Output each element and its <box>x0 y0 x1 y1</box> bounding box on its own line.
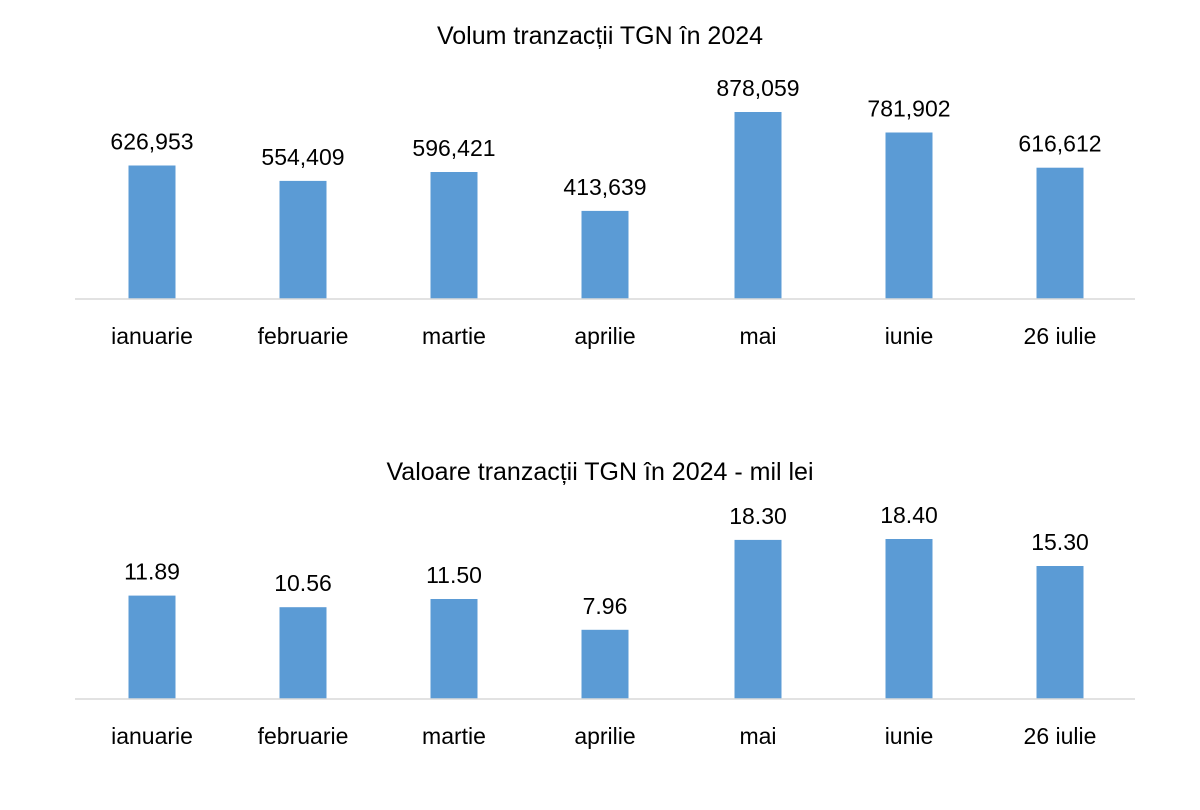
data-label: 596,421 <box>412 135 495 161</box>
data-label: 10.56 <box>274 570 332 596</box>
data-label: 413,639 <box>563 174 646 200</box>
category-label: ianuarie <box>111 723 193 749</box>
category-label: februarie <box>258 323 349 349</box>
bar-martie <box>430 172 478 299</box>
bar-iunie <box>885 539 933 699</box>
bar-26-iulie <box>1036 566 1084 699</box>
volume-chart: Volum tranzacții TGN în 2024 626,953 ianu… <box>75 22 1135 349</box>
bar-mai <box>734 539 782 699</box>
bar-februarie <box>279 180 327 299</box>
bar-aprilie <box>581 210 629 299</box>
category-label: iunie <box>885 723 934 749</box>
bar-iunie <box>885 132 933 299</box>
category-label: februarie <box>258 723 349 749</box>
bar-aprilie <box>581 629 629 699</box>
data-label: 554,409 <box>261 144 344 170</box>
bar-ianuarie <box>128 165 176 299</box>
data-label: 18.40 <box>880 502 938 528</box>
data-label: 616,612 <box>1018 131 1101 157</box>
bar-ianuarie <box>128 595 176 699</box>
volume-chart-title: Volum tranzacții TGN în 2024 <box>437 22 763 50</box>
category-label: aprilie <box>574 723 635 749</box>
data-label: 878,059 <box>716 75 799 101</box>
bar-februarie <box>279 607 327 699</box>
data-label: 11.50 <box>426 562 482 588</box>
category-label: mai <box>739 323 776 349</box>
category-label: iunie <box>885 323 934 349</box>
bar-mai <box>734 112 782 299</box>
value-chart: Valoare tranzacții TGN în 2024 - mil lei… <box>75 458 1135 749</box>
data-label: 18.30 <box>729 503 787 529</box>
category-label: ianuarie <box>111 323 193 349</box>
category-label: martie <box>422 723 486 749</box>
data-label: 15.30 <box>1031 529 1089 555</box>
bar-martie <box>430 599 478 699</box>
category-label: 26 iulie <box>1024 723 1097 749</box>
data-label: 781,902 <box>867 96 950 122</box>
category-label: mai <box>739 723 776 749</box>
category-label: aprilie <box>574 323 635 349</box>
category-label: martie <box>422 323 486 349</box>
data-label: 626,953 <box>110 129 193 155</box>
data-label: 7.96 <box>583 593 628 619</box>
value-chart-title: Valoare tranzacții TGN în 2024 - mil lei <box>386 458 813 486</box>
bar-26-iulie <box>1036 167 1084 299</box>
data-label: 11.89 <box>124 559 180 585</box>
category-label: 26 iulie <box>1024 323 1097 349</box>
